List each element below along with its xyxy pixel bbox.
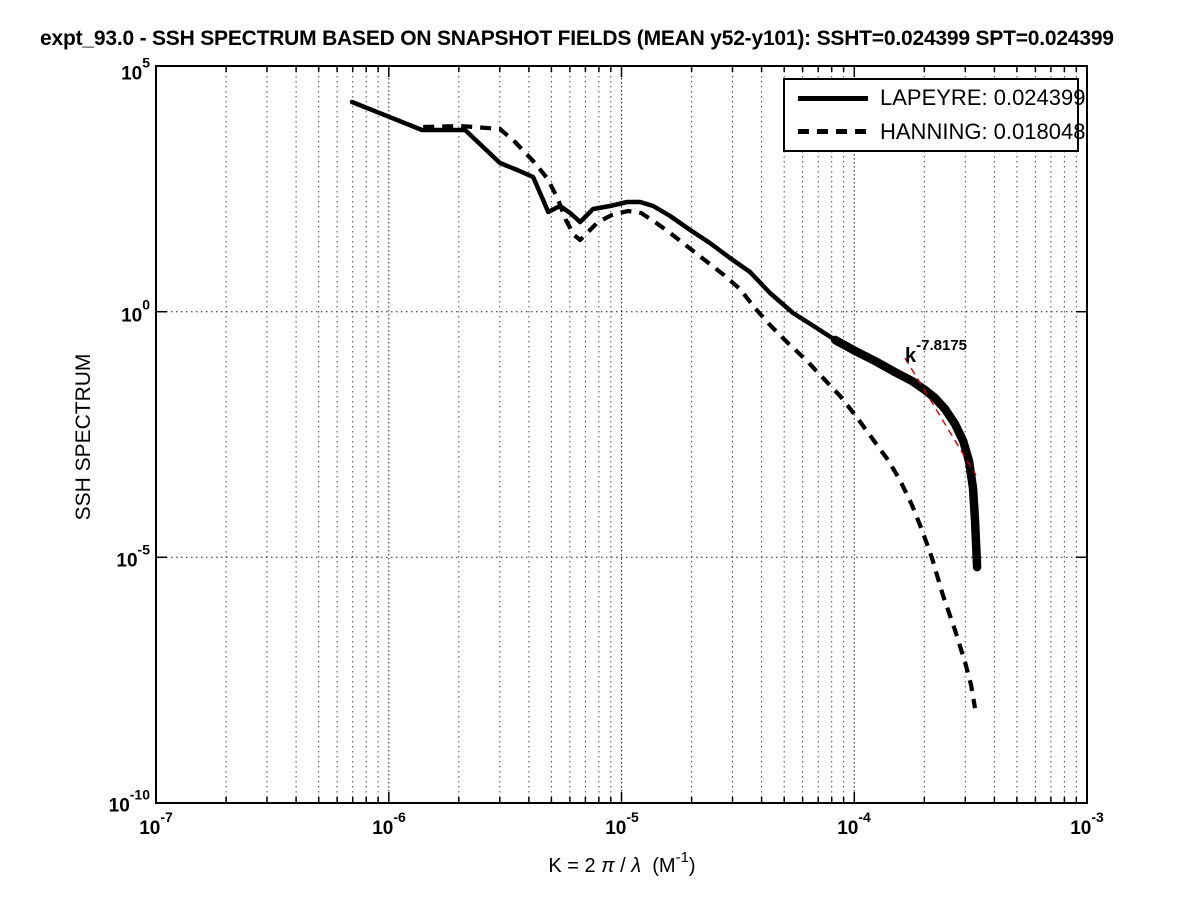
tick-base: 10 bbox=[121, 305, 143, 327]
x-tick-label-1e-6: 10 -6 bbox=[372, 809, 406, 840]
tick-exponent: 0 bbox=[142, 296, 150, 313]
tick-exponent: -5 bbox=[137, 541, 150, 558]
x-label-divider: / bbox=[614, 855, 632, 877]
x-tick-label-1e-3: 10 -3 bbox=[1070, 809, 1104, 840]
pi-symbol: π bbox=[601, 855, 615, 877]
tick-exponent: -4 bbox=[858, 809, 871, 825]
legend-box: LAPEYRE: 0.024399 HANNING: 0.018048 bbox=[783, 78, 1085, 152]
hanning-curve bbox=[423, 123, 978, 709]
y-tick-label-1e-10: 10 -10 bbox=[109, 787, 150, 818]
y-axis-label: SSH SPECTRUM bbox=[72, 353, 95, 521]
tick-base: 10 bbox=[605, 818, 627, 839]
x-tick-label-1e-4: 10 -4 bbox=[837, 809, 871, 840]
lambda-symbol: λ bbox=[631, 855, 642, 877]
tick-exponent: -3 bbox=[1091, 809, 1104, 825]
x-label-text: K = 2 bbox=[548, 855, 602, 877]
tick-base: 10 bbox=[139, 818, 161, 839]
tick-exponent: 5 bbox=[142, 54, 150, 71]
dashed-line-sample bbox=[798, 129, 868, 135]
x-tick-label-1e-7: 10 -7 bbox=[139, 809, 173, 840]
solid-line-sample bbox=[798, 95, 868, 101]
tick-exponent: -5 bbox=[626, 809, 639, 825]
chart-title: expt_93.0 - SSH SPECTRUM BASED ON SNAPSH… bbox=[40, 27, 1114, 50]
annotation-exponent: -7.8175 bbox=[916, 337, 967, 354]
y-tick-label-1e5: 10 5 bbox=[121, 55, 150, 86]
fit-line bbox=[904, 357, 977, 476]
lapeyre-curve-thick-tail bbox=[830, 335, 982, 572]
tick-base: 10 bbox=[121, 63, 143, 85]
legend-item-lapeyre: LAPEYRE: 0.024399 bbox=[785, 83, 1085, 113]
x-label-unit-close: ) bbox=[688, 855, 696, 877]
tick-base: 10 bbox=[1070, 818, 1092, 839]
y-tick-label-1e0: 10 0 bbox=[121, 297, 150, 328]
x-tick-label-1e-5: 10 -5 bbox=[605, 809, 639, 840]
tick-exponent: -6 bbox=[393, 809, 406, 825]
y-tick-label-1e-5: 10 -5 bbox=[116, 542, 150, 573]
x-axis-label: K = 2 π / λ (M -1 ) bbox=[548, 849, 695, 878]
legend-label: LAPEYRE: 0.024399 bbox=[880, 85, 1086, 111]
lapeyre-curve bbox=[349, 99, 980, 570]
tick-exponent: -7 bbox=[160, 809, 173, 825]
tick-base: 10 bbox=[837, 818, 859, 839]
tick-base: 10 bbox=[108, 795, 130, 817]
tick-exponent: -10 bbox=[129, 786, 150, 803]
power-law-annotation: k -7.8175 bbox=[905, 337, 967, 368]
tick-base: 10 bbox=[372, 818, 394, 839]
tick-base: 10 bbox=[116, 550, 138, 572]
x-label-unit-exp: -1 bbox=[675, 849, 689, 866]
annotation-k: k bbox=[905, 345, 917, 367]
legend-item-hanning: HANNING: 0.018048 bbox=[785, 117, 1085, 147]
x-label-unit-open: (M bbox=[641, 855, 676, 877]
legend-label: HANNING: 0.018048 bbox=[880, 118, 1086, 144]
